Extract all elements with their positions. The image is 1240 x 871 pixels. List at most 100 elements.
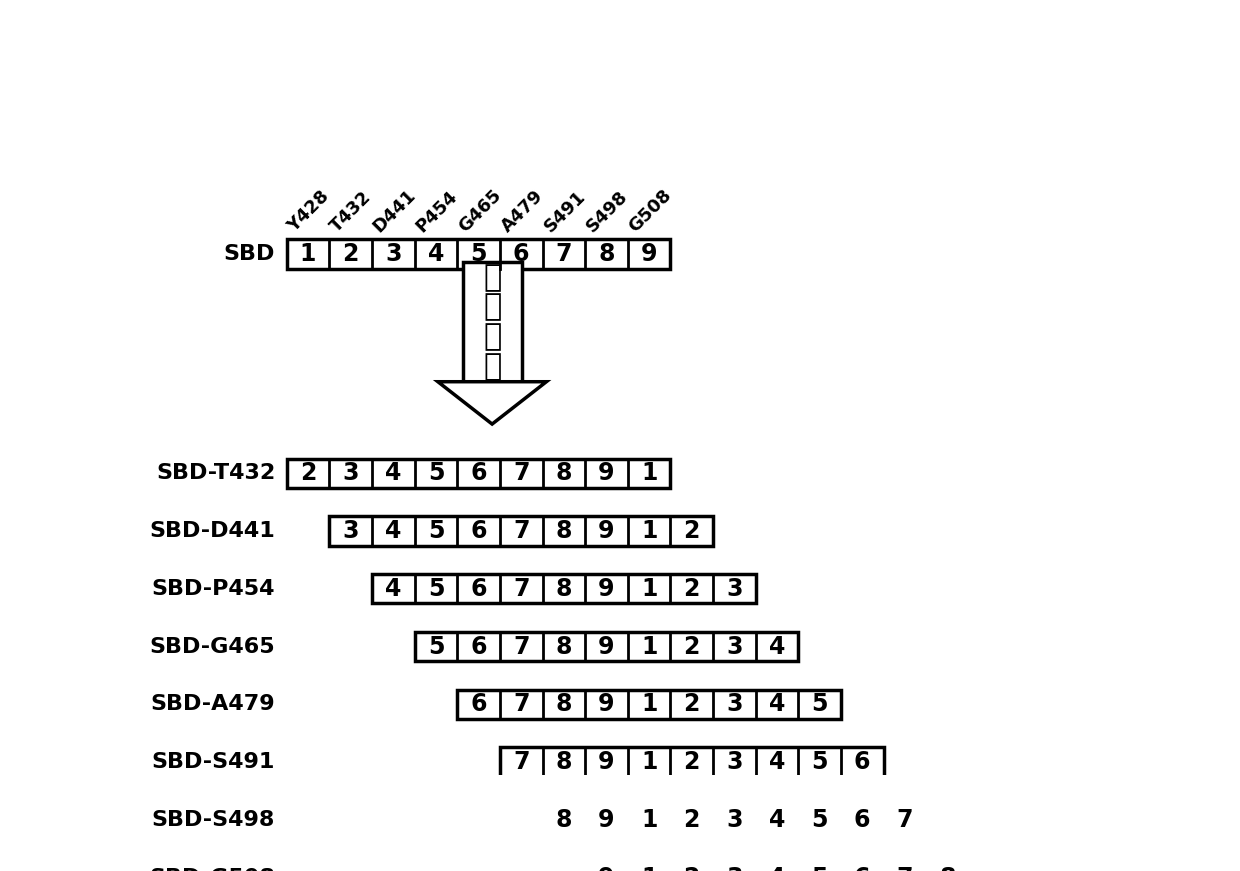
Text: 6: 6 — [470, 692, 487, 716]
Text: 1: 1 — [300, 242, 316, 266]
Bar — [500, 747, 883, 777]
Text: 1: 1 — [641, 692, 657, 716]
Text: 1: 1 — [641, 577, 657, 601]
Text: 7: 7 — [897, 807, 913, 832]
Text: 8: 8 — [556, 807, 572, 832]
Text: 化: 化 — [484, 293, 501, 321]
Text: Y428: Y428 — [285, 186, 334, 235]
Text: 9: 9 — [641, 242, 657, 266]
Text: 3: 3 — [727, 577, 743, 601]
Text: 6: 6 — [854, 866, 870, 871]
Text: 1: 1 — [641, 635, 657, 658]
Text: SBD-P454: SBD-P454 — [151, 579, 275, 599]
Text: 5: 5 — [811, 807, 828, 832]
Text: 1: 1 — [641, 750, 657, 774]
Text: 4: 4 — [386, 519, 402, 544]
Text: 7: 7 — [513, 750, 529, 774]
Text: 3: 3 — [727, 866, 743, 871]
Text: 2: 2 — [683, 692, 699, 716]
Text: SBD-T432: SBD-T432 — [156, 463, 275, 483]
Text: P454: P454 — [413, 187, 461, 235]
Text: 9: 9 — [598, 519, 615, 544]
Bar — [543, 805, 926, 834]
Text: 5: 5 — [811, 750, 828, 774]
Text: 3: 3 — [342, 519, 358, 544]
Text: 5: 5 — [428, 635, 444, 658]
Text: 6: 6 — [470, 577, 487, 601]
Text: 2: 2 — [683, 807, 699, 832]
Text: 2: 2 — [342, 242, 358, 266]
Text: 8: 8 — [556, 635, 572, 658]
Text: 环: 环 — [484, 263, 501, 292]
Text: 6: 6 — [470, 462, 487, 485]
Text: 6: 6 — [470, 635, 487, 658]
Text: 3: 3 — [727, 635, 743, 658]
Text: 4: 4 — [769, 635, 785, 658]
Text: 5: 5 — [428, 577, 444, 601]
Text: 7: 7 — [556, 242, 572, 266]
Bar — [414, 632, 799, 661]
Text: 4: 4 — [769, 692, 785, 716]
Text: SBD-S498: SBD-S498 — [151, 810, 275, 830]
Text: 8: 8 — [556, 519, 572, 544]
Text: 2: 2 — [683, 519, 699, 544]
Text: 5: 5 — [470, 242, 487, 266]
Text: 3: 3 — [386, 242, 402, 266]
Text: SBD-S491: SBD-S491 — [151, 752, 275, 772]
Text: 2: 2 — [683, 577, 699, 601]
Text: 7: 7 — [513, 577, 529, 601]
Text: G508: G508 — [626, 186, 676, 235]
Bar — [458, 690, 841, 719]
Text: 7: 7 — [897, 866, 913, 871]
Text: 9: 9 — [598, 577, 615, 601]
Bar — [286, 240, 671, 268]
Text: 2: 2 — [683, 750, 699, 774]
Text: 2: 2 — [683, 866, 699, 871]
Text: S498: S498 — [583, 187, 631, 235]
Text: 9: 9 — [598, 635, 615, 658]
Text: 8: 8 — [939, 866, 956, 871]
Text: SBD-G508: SBD-G508 — [149, 868, 275, 871]
Text: 9: 9 — [598, 866, 615, 871]
Text: G465: G465 — [455, 186, 505, 235]
Text: 4: 4 — [769, 866, 785, 871]
Text: 6: 6 — [470, 519, 487, 544]
Text: 8: 8 — [556, 462, 572, 485]
Bar — [330, 517, 713, 546]
Text: 5: 5 — [428, 462, 444, 485]
Text: 2: 2 — [683, 635, 699, 658]
Text: 6: 6 — [854, 807, 870, 832]
Text: 1: 1 — [641, 462, 657, 485]
Text: 4: 4 — [386, 462, 402, 485]
Text: A479: A479 — [497, 186, 547, 235]
Text: 3: 3 — [342, 462, 358, 485]
Bar — [585, 863, 968, 871]
Text: 7: 7 — [513, 692, 529, 716]
Text: 9: 9 — [598, 750, 615, 774]
Text: 8: 8 — [598, 242, 615, 266]
Text: 6: 6 — [513, 242, 529, 266]
Bar — [463, 262, 522, 381]
Text: SBD-G465: SBD-G465 — [150, 637, 275, 657]
Text: 4: 4 — [428, 242, 444, 266]
Text: SBD-A479: SBD-A479 — [150, 694, 275, 714]
Text: 9: 9 — [598, 692, 615, 716]
Text: 8: 8 — [556, 577, 572, 601]
Text: SBD: SBD — [223, 244, 275, 264]
Text: D441: D441 — [370, 186, 420, 235]
Text: 3: 3 — [727, 807, 743, 832]
Text: 5: 5 — [811, 866, 828, 871]
Polygon shape — [438, 381, 547, 424]
Text: 4: 4 — [769, 807, 785, 832]
Text: 8: 8 — [556, 750, 572, 774]
Text: 1: 1 — [641, 519, 657, 544]
Bar — [286, 459, 671, 488]
Text: 重: 重 — [484, 322, 501, 352]
Text: 7: 7 — [513, 519, 529, 544]
Text: 9: 9 — [598, 807, 615, 832]
Text: 5: 5 — [811, 692, 828, 716]
Text: 6: 6 — [854, 750, 870, 774]
Text: T432: T432 — [327, 187, 376, 235]
Text: SBD-D441: SBD-D441 — [149, 521, 275, 541]
Text: 3: 3 — [727, 750, 743, 774]
